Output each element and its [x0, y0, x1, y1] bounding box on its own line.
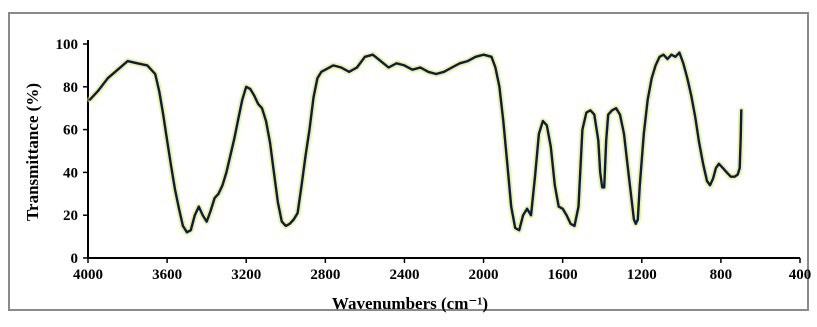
x-axis-label: Wavenumbers (cm⁻¹)	[332, 294, 488, 313]
x-tick-label: 2800	[310, 267, 340, 283]
x-tick-label: 2000	[469, 267, 499, 283]
x-tick-label: 800	[710, 267, 733, 283]
y-tick-label: 80	[63, 80, 78, 96]
x-tick-label: 1600	[548, 267, 578, 283]
y-axis-label: Transmittance (%)	[23, 83, 42, 221]
y-tick-label: 100	[56, 37, 79, 53]
y-tick-label: 40	[63, 165, 78, 181]
x-tick-label: 4000	[73, 267, 103, 283]
x-tick-label: 3600	[152, 267, 182, 283]
x-tick-label: 1200	[627, 267, 657, 283]
frame-border	[8, 12, 809, 311]
y-tick-label: 60	[63, 123, 78, 139]
x-tick-label: 2400	[389, 267, 419, 283]
x-tick-label: 400	[789, 267, 812, 283]
y-tick-label: 20	[63, 208, 78, 224]
x-tick-label: 3200	[231, 267, 261, 283]
series-line	[88, 51, 743, 234]
y-tick-label: 0	[71, 251, 79, 267]
